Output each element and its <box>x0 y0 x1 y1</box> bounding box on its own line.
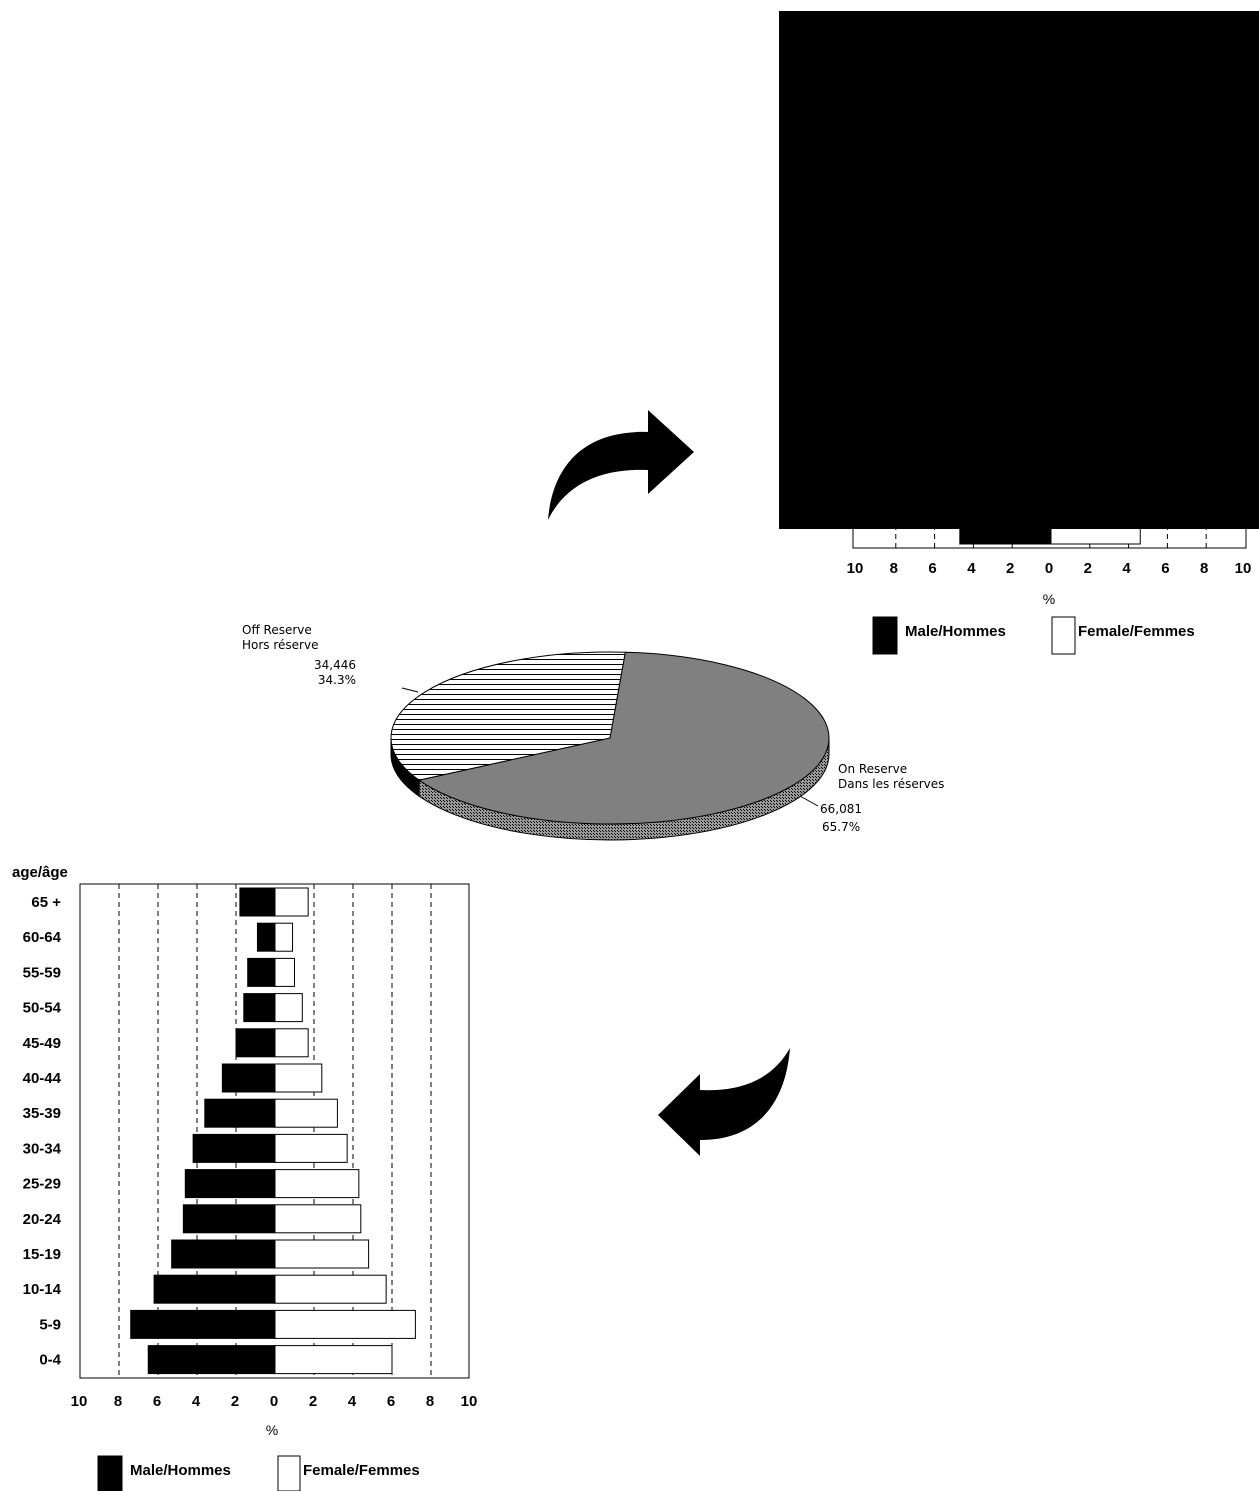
top-x-axis-label: % <box>1043 591 1055 607</box>
male-bar <box>235 1028 276 1058</box>
top-x-tick-label: 10 <box>1235 560 1252 577</box>
top-x-tick-label: 10 <box>847 560 864 577</box>
age-category-label: 60-64 <box>23 929 62 946</box>
male-bar <box>182 1204 276 1234</box>
top-x-tick-label: 4 <box>1122 560 1131 577</box>
x-axis-label: % <box>266 1422 278 1438</box>
top-x-tick-label: 2 <box>1006 560 1014 577</box>
male-bar <box>130 1309 276 1339</box>
age-category-label: 55-59 <box>23 964 61 981</box>
female-bar <box>274 1169 360 1199</box>
x-tick-label: 10 <box>461 1393 478 1410</box>
legend-male-label: Male/Hommes <box>130 1462 231 1479</box>
x-tick-label: 2 <box>309 1393 317 1410</box>
x-tick-label: 8 <box>426 1393 434 1410</box>
age-category-label: 50-54 <box>23 1000 62 1017</box>
x-tick-label: 0 <box>270 1393 278 1410</box>
male-bar <box>192 1133 276 1163</box>
male-bar <box>171 1239 276 1269</box>
female-bar <box>274 957 295 987</box>
on-reserve-percent: 65.7% <box>822 820 860 834</box>
x-tick-label: 2 <box>231 1393 239 1410</box>
top-x-tick-label: 8 <box>890 560 898 577</box>
female-bar <box>274 1309 416 1339</box>
age-category-label: 15-19 <box>23 1246 61 1263</box>
male-bar <box>256 922 276 952</box>
female-bar <box>274 1028 309 1058</box>
age-category-label: 5-9 <box>39 1316 61 1333</box>
y-axis-label: age/âge <box>12 864 68 881</box>
on-reserve-slice <box>417 651 830 825</box>
off-reserve-slice <box>390 651 626 781</box>
female-bar <box>274 887 309 917</box>
top-legend-male-swatch <box>872 616 898 655</box>
female-bar <box>274 1204 362 1234</box>
x-tick-label: 8 <box>114 1393 122 1410</box>
female-bar <box>274 1063 323 1093</box>
female-bar <box>274 922 294 952</box>
top-x-tick-label: 6 <box>1161 560 1169 577</box>
male-bar <box>221 1063 276 1093</box>
x-tick-label: 6 <box>153 1393 161 1410</box>
legend-female-label: Female/Femmes <box>303 1462 420 1479</box>
x-tick-label: 10 <box>71 1393 88 1410</box>
female-bar <box>274 1274 387 1304</box>
curved-arrow-right-icon <box>548 410 694 520</box>
off-reserve-label: Off Reserve <box>242 623 312 637</box>
female-bar <box>274 1098 338 1128</box>
x-tick-label: 4 <box>192 1393 201 1410</box>
top-x-tick-label: 4 <box>967 560 976 577</box>
male-bar <box>239 887 276 917</box>
top-x-tick-label: 8 <box>1200 560 1208 577</box>
female-bar <box>274 1133 348 1163</box>
female-bar <box>274 1345 393 1375</box>
on-reserve-count: 66,081 <box>820 802 862 816</box>
on-reserve-label-fr: Dans les réserves <box>838 777 944 791</box>
off-reserve-leader-line <box>401 687 419 693</box>
top-legend-male-label: Male/Hommes <box>905 623 1006 640</box>
off-reserve-percent: 34.3% <box>318 673 356 687</box>
female-bar <box>274 1239 370 1269</box>
top-pyramid-chart: 10 8 6 4 2 0 2 4 6 8 10 % Male/Hommes Female/Femme… <box>779 11 1259 655</box>
curved-arrow-left-icon <box>658 1048 790 1156</box>
top-legend-female-swatch <box>1051 616 1076 655</box>
age-category-label: 25-29 <box>23 1176 61 1193</box>
age-category-label: 20-24 <box>23 1211 62 1228</box>
off-reserve-count: 34,446 <box>314 658 356 672</box>
male-bar <box>204 1098 276 1128</box>
male-bar <box>243 993 276 1023</box>
legend-male-swatch <box>97 1455 123 1491</box>
top-x-tick-label: 0 <box>1045 560 1053 577</box>
x-tick-label: 4 <box>348 1393 357 1410</box>
population-pyramid-chart: 65 +60-6455-5950-5445-4940-4435-3930-342… <box>12 864 477 1491</box>
age-category-label: 10-14 <box>23 1281 62 1298</box>
age-category-label: 45-49 <box>23 1035 61 1052</box>
male-bar <box>184 1169 276 1199</box>
redaction-block <box>779 11 1259 529</box>
legend-female-swatch <box>277 1455 301 1491</box>
female-bar <box>274 993 303 1023</box>
pie-chart: Off Reserve Hors réserve 34,446 34.3% On… <box>242 623 944 841</box>
x-tick-label: 6 <box>387 1393 395 1410</box>
male-bar <box>153 1274 276 1304</box>
age-category-label: 0-4 <box>39 1352 61 1369</box>
age-category-label: 40-44 <box>23 1070 62 1087</box>
top-legend-female-label: Female/Femmes <box>1078 623 1195 640</box>
age-category-label: 65 + <box>31 894 61 911</box>
male-bar <box>247 957 276 987</box>
top-x-tick-label: 6 <box>928 560 936 577</box>
off-reserve-label-fr: Hors réserve <box>242 638 318 652</box>
age-category-label: 30-34 <box>23 1140 62 1157</box>
top-x-tick-label: 2 <box>1084 560 1092 577</box>
on-reserve-leader-line <box>799 795 819 807</box>
on-reserve-label: On Reserve <box>838 762 907 776</box>
male-bar <box>147 1345 276 1375</box>
age-category-label: 35-39 <box>23 1105 61 1122</box>
